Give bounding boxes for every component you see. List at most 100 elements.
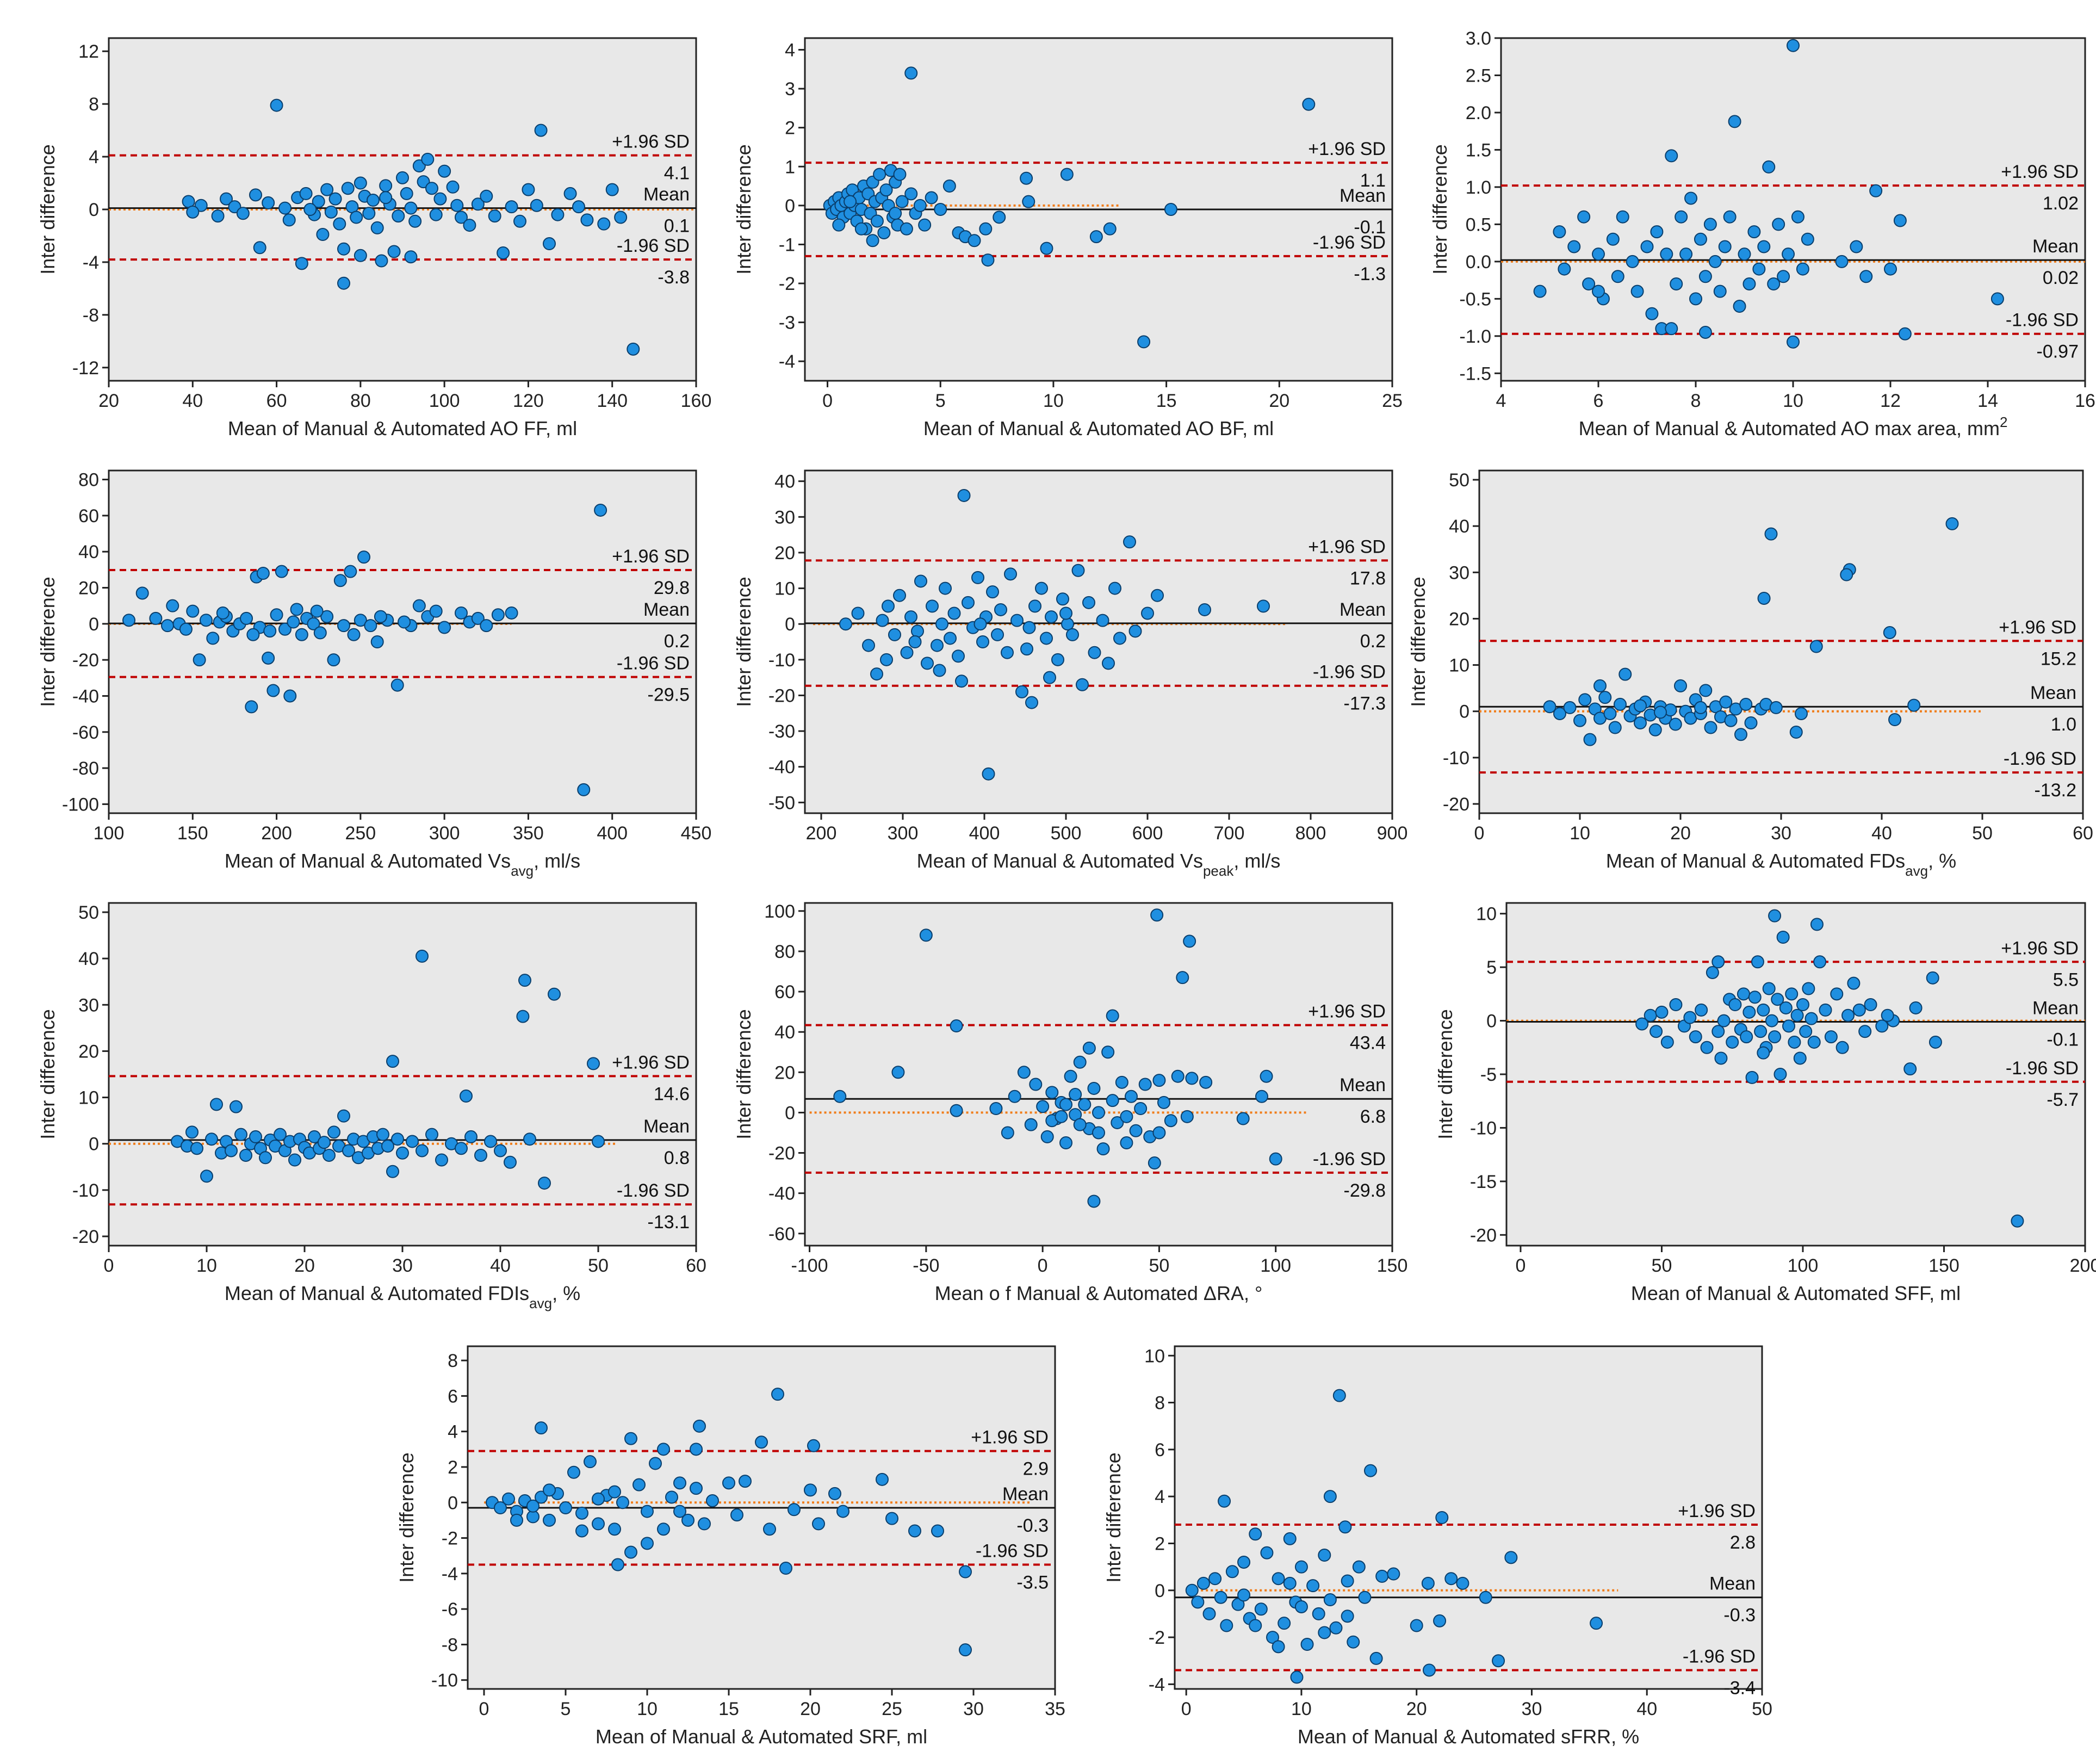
chart-fdls-avg: -20 -10 0 10 20 30 40 50 0 10 20 30 40 50 60 Mean of Ma…: [36, 902, 706, 1311]
data-point: [1754, 1025, 1768, 1038]
data-point: [1858, 1025, 1872, 1038]
data-point: [1689, 292, 1702, 306]
data-point: [210, 1098, 223, 1111]
data-point: [1757, 1003, 1770, 1017]
data-point: [211, 209, 225, 223]
mean-value: 6.8: [1360, 1106, 1386, 1127]
data-point: [295, 257, 308, 270]
data-point: [893, 168, 907, 181]
y-axis-label: Inter difference: [36, 577, 59, 707]
data-point: [1020, 642, 1033, 656]
y-tick-label: 40: [1449, 516, 1469, 537]
data-point: [406, 1135, 419, 1148]
data-point: [900, 646, 914, 659]
data-point: [543, 1513, 556, 1527]
data-point: [1237, 1588, 1251, 1602]
data-point: [1043, 671, 1056, 684]
data-point: [1278, 1617, 1291, 1630]
y-tick-label: 30: [78, 995, 99, 1016]
data-point: [567, 1465, 580, 1479]
y-tick-label: -10: [768, 650, 795, 671]
data-point: [1881, 1008, 1894, 1022]
x-axis-label: Mean of Manual & Automated SFF, ml: [1631, 1282, 1961, 1304]
data-point: [122, 614, 136, 627]
data-point: [976, 635, 989, 648]
y-tick-label: 8: [89, 94, 99, 115]
x-tick-label: 20: [800, 1699, 821, 1719]
data-point: [1358, 1590, 1372, 1604]
data-point: [303, 203, 317, 216]
x-tick-label: -50: [913, 1255, 939, 1276]
data-point: [471, 611, 485, 625]
data-point: [262, 651, 275, 665]
mean-label: Mean: [643, 599, 690, 620]
data-point: [185, 1125, 199, 1139]
data-point: [504, 1155, 517, 1169]
data-point: [1269, 1152, 1282, 1166]
data-point: [1347, 1635, 1360, 1649]
data-point: [1635, 1017, 1649, 1031]
x-tick-label: 25: [1382, 391, 1403, 411]
data-point: [1689, 1030, 1702, 1044]
data-point: [438, 621, 451, 634]
data-point: [1236, 1112, 1250, 1125]
x-axis-label: Mean of Manual & Automated SRF, ml: [596, 1725, 927, 1748]
data-point: [1779, 1001, 1793, 1014]
data-point: [592, 1517, 605, 1531]
x-axis-label-tail: , ml/s: [1233, 850, 1280, 872]
y-tick-label: 0.5: [1466, 214, 1491, 235]
x-axis-label-main: Mean of Manual & Automated Vs: [917, 850, 1203, 872]
y-tick-label: -4: [1149, 1674, 1165, 1695]
data-point: [1323, 1490, 1337, 1503]
data-point: [510, 1513, 523, 1527]
data-point: [971, 571, 984, 584]
data-point: [908, 635, 922, 648]
data-point: [1618, 667, 1632, 681]
data-point: [657, 1443, 670, 1456]
data-point: [1598, 691, 1612, 704]
data-point: [534, 123, 548, 137]
data-point: [494, 1144, 507, 1158]
data-point: [1196, 1576, 1210, 1590]
data-point: [904, 66, 918, 80]
data-point: [1456, 1576, 1469, 1590]
x-tick-label: 60: [2073, 823, 2093, 844]
x-tick-label: 50: [1972, 823, 1993, 844]
y-tick-label: -20: [1470, 1225, 1497, 1246]
data-point: [862, 639, 875, 652]
data-point: [880, 653, 893, 666]
data-point: [895, 195, 909, 208]
data-point: [386, 1055, 399, 1068]
y-tick-label: -10: [1470, 1118, 1497, 1138]
mean-label: Mean: [1340, 185, 1386, 206]
y-tick-label: 10: [1476, 904, 1497, 925]
x-axis-label-main: Mean of Manual & Automated AO max area, …: [1579, 417, 2000, 440]
y-tick-label: 30: [1449, 562, 1469, 583]
data-point: [1059, 1098, 1072, 1111]
data-point: [1737, 987, 1750, 1001]
data-point: [1433, 1614, 1447, 1627]
data-point: [193, 653, 206, 667]
data-point: [1260, 1069, 1273, 1083]
upper-limit-label: +1.96 SD: [1678, 1501, 1756, 1521]
data-point: [1341, 1610, 1354, 1623]
data-point: [516, 1010, 530, 1023]
data-point: [1888, 713, 1902, 727]
data-point: [357, 550, 371, 564]
data-point: [1698, 325, 1712, 339]
data-point: [455, 606, 468, 620]
data-point: [270, 608, 283, 622]
mean-value: 0.1: [664, 216, 690, 237]
data-point: [288, 1153, 301, 1167]
data-point: [1231, 1598, 1245, 1611]
y-tick-label: -12: [72, 358, 99, 379]
lower-limit-value: -29.8: [1344, 1180, 1386, 1201]
data-point: [1040, 1130, 1054, 1143]
x-axis-label-tail: , ml/s: [534, 850, 580, 872]
mean-value: 0.2: [1360, 631, 1386, 652]
x-tick-label: 16: [2075, 391, 2095, 411]
data-point: [904, 610, 917, 624]
data-point: [1010, 614, 1024, 627]
lower-limit-label: -1.96 SD: [1313, 1149, 1386, 1169]
data-point: [1045, 1086, 1059, 1099]
